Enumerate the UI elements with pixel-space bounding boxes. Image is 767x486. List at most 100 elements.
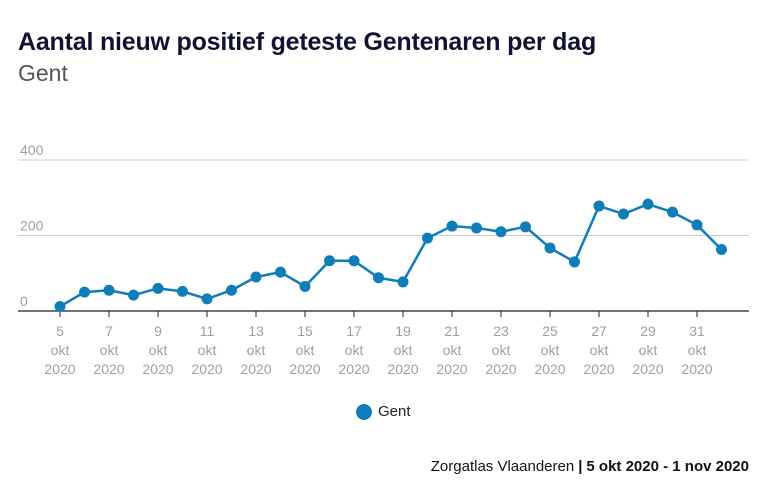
y-tick-label-0: 0 — [20, 293, 28, 309]
data-point-5 — [152, 282, 164, 294]
x-tick-year: 2020 — [534, 361, 565, 377]
x-tick-21: 21 okt 2020 — [436, 323, 467, 377]
x-tick-year: 2020 — [240, 361, 271, 377]
x-tick-5: 5 okt 2020 — [44, 323, 75, 377]
data-point-19 — [495, 226, 507, 238]
x-tick-month: okt — [51, 342, 70, 358]
footer: Zorgatlas Vlaanderen | 5 okt 2020 - 1 nov … — [431, 458, 749, 475]
x-tick-month: okt — [247, 342, 266, 358]
x-tick-year: 2020 — [289, 361, 320, 377]
x-tick-month: okt — [590, 342, 609, 358]
data-point-16 — [422, 232, 433, 244]
series-points — [54, 198, 727, 312]
x-tick-month: okt — [443, 342, 462, 358]
x-tick-25: 25 okt 2020 — [534, 323, 565, 377]
data-point-11 — [299, 280, 311, 292]
y-tick-label-400: 400 — [20, 142, 44, 158]
data-point-25 — [642, 198, 654, 210]
x-tick-day: 19 — [395, 323, 411, 339]
x-tick-9: 9 okt 2020 — [142, 323, 173, 377]
x-tick-7: 7 okt 2020 — [93, 323, 124, 377]
data-point-22 — [569, 256, 580, 268]
x-tick-month: okt — [296, 342, 315, 358]
data-point-17 — [446, 220, 458, 232]
x-tick-23: 23 okt 2020 — [485, 323, 516, 377]
x-tick-day: 7 — [105, 323, 113, 339]
x-tick-day: 31 — [689, 323, 705, 339]
x-tick-year: 2020 — [142, 361, 173, 377]
x-tick-day: 13 — [248, 323, 264, 339]
x-tick-month: okt — [198, 342, 217, 358]
x-tick-19: 19 okt 2020 — [387, 323, 418, 377]
x-tick-month: okt — [345, 342, 364, 358]
legend-marker — [356, 403, 372, 420]
data-point-1 — [54, 300, 66, 312]
data-point-12 — [324, 255, 335, 267]
series-line — [59, 202, 723, 308]
data-point-18 — [471, 222, 482, 234]
x-axis-labels: 5 okt 2020 7 okt 2020 9 okt 2020 11 okt 2020 13 okt 20… — [44, 323, 712, 377]
data-point-6 — [177, 285, 188, 297]
date-range: 5 okt 2020 - 1 nov 2020 — [586, 458, 749, 475]
x-tick-day: 29 — [640, 323, 656, 339]
x-tick-day: 21 — [444, 323, 460, 339]
data-point-21 — [544, 242, 556, 254]
data-point-14 — [373, 272, 384, 284]
data-point-10 — [275, 266, 286, 278]
x-tick-29: 29 okt 2020 — [632, 323, 663, 377]
x-tick-27: 27 okt 2020 — [583, 323, 614, 377]
x-tick-31: 31 okt 2020 — [681, 323, 712, 377]
data-point-3 — [103, 284, 115, 296]
x-tick-year: 2020 — [387, 361, 418, 377]
footer-separator: | — [578, 458, 583, 475]
legend[interactable]: Gent — [356, 403, 411, 420]
x-tick-year: 2020 — [338, 361, 369, 377]
x-tick-day: 9 — [154, 323, 162, 339]
x-tick-day: 27 — [591, 323, 607, 339]
x-tick-year: 2020 — [583, 361, 614, 377]
x-tick-month: okt — [639, 342, 658, 358]
x-tick-year: 2020 — [191, 361, 222, 377]
x-tick-day: 25 — [542, 323, 558, 339]
x-tick-month: okt — [149, 342, 168, 358]
x-tick-month: okt — [100, 342, 119, 358]
x-tick-year: 2020 — [632, 361, 663, 377]
data-point-2 — [79, 286, 90, 298]
x-tick-day: 15 — [297, 323, 313, 339]
data-point-28 — [716, 243, 727, 255]
gridlines — [18, 159, 749, 317]
x-tick-month: okt — [492, 342, 511, 358]
x-tick-month: okt — [541, 342, 560, 358]
data-point-26 — [667, 206, 678, 218]
x-tick-year: 2020 — [93, 361, 124, 377]
x-tick-15: 15 okt 2020 — [289, 323, 320, 377]
series-line-gent — [59, 202, 723, 308]
chart-subtitle: Gent — [18, 60, 68, 86]
x-tick-day: 11 — [200, 323, 215, 339]
x-tick-month: okt — [688, 342, 707, 358]
y-axis-labels: 0 200 400 — [20, 142, 44, 309]
data-point-23 — [593, 200, 605, 212]
data-point-9 — [250, 271, 262, 283]
x-tick-17: 17 okt 2020 — [338, 323, 369, 377]
x-tick-year: 2020 — [436, 361, 467, 377]
legend-label-gent: Gent — [378, 403, 411, 420]
data-point-8 — [226, 284, 237, 296]
x-tick-11: 11 okt 2020 — [191, 323, 222, 377]
data-point-27 — [691, 219, 703, 231]
x-tick-day: 23 — [493, 323, 509, 339]
x-tick-13: 13 okt 2020 — [240, 323, 271, 377]
data-point-20 — [520, 221, 531, 233]
source-label: Zorgatlas Vlaanderen — [430, 458, 575, 475]
x-tick-day: 5 — [56, 323, 64, 339]
chart-title: Aantal nieuw positief geteste Gentenaren… — [18, 28, 597, 56]
data-point-13 — [348, 255, 360, 267]
x-tick-year: 2020 — [485, 361, 516, 377]
y-tick-label-200: 200 — [20, 218, 44, 234]
x-tick-year: 2020 — [44, 361, 75, 377]
x-tick-month: okt — [394, 342, 413, 358]
data-point-7 — [201, 293, 213, 305]
data-point-24 — [618, 208, 629, 220]
x-tick-day: 17 — [346, 323, 362, 339]
